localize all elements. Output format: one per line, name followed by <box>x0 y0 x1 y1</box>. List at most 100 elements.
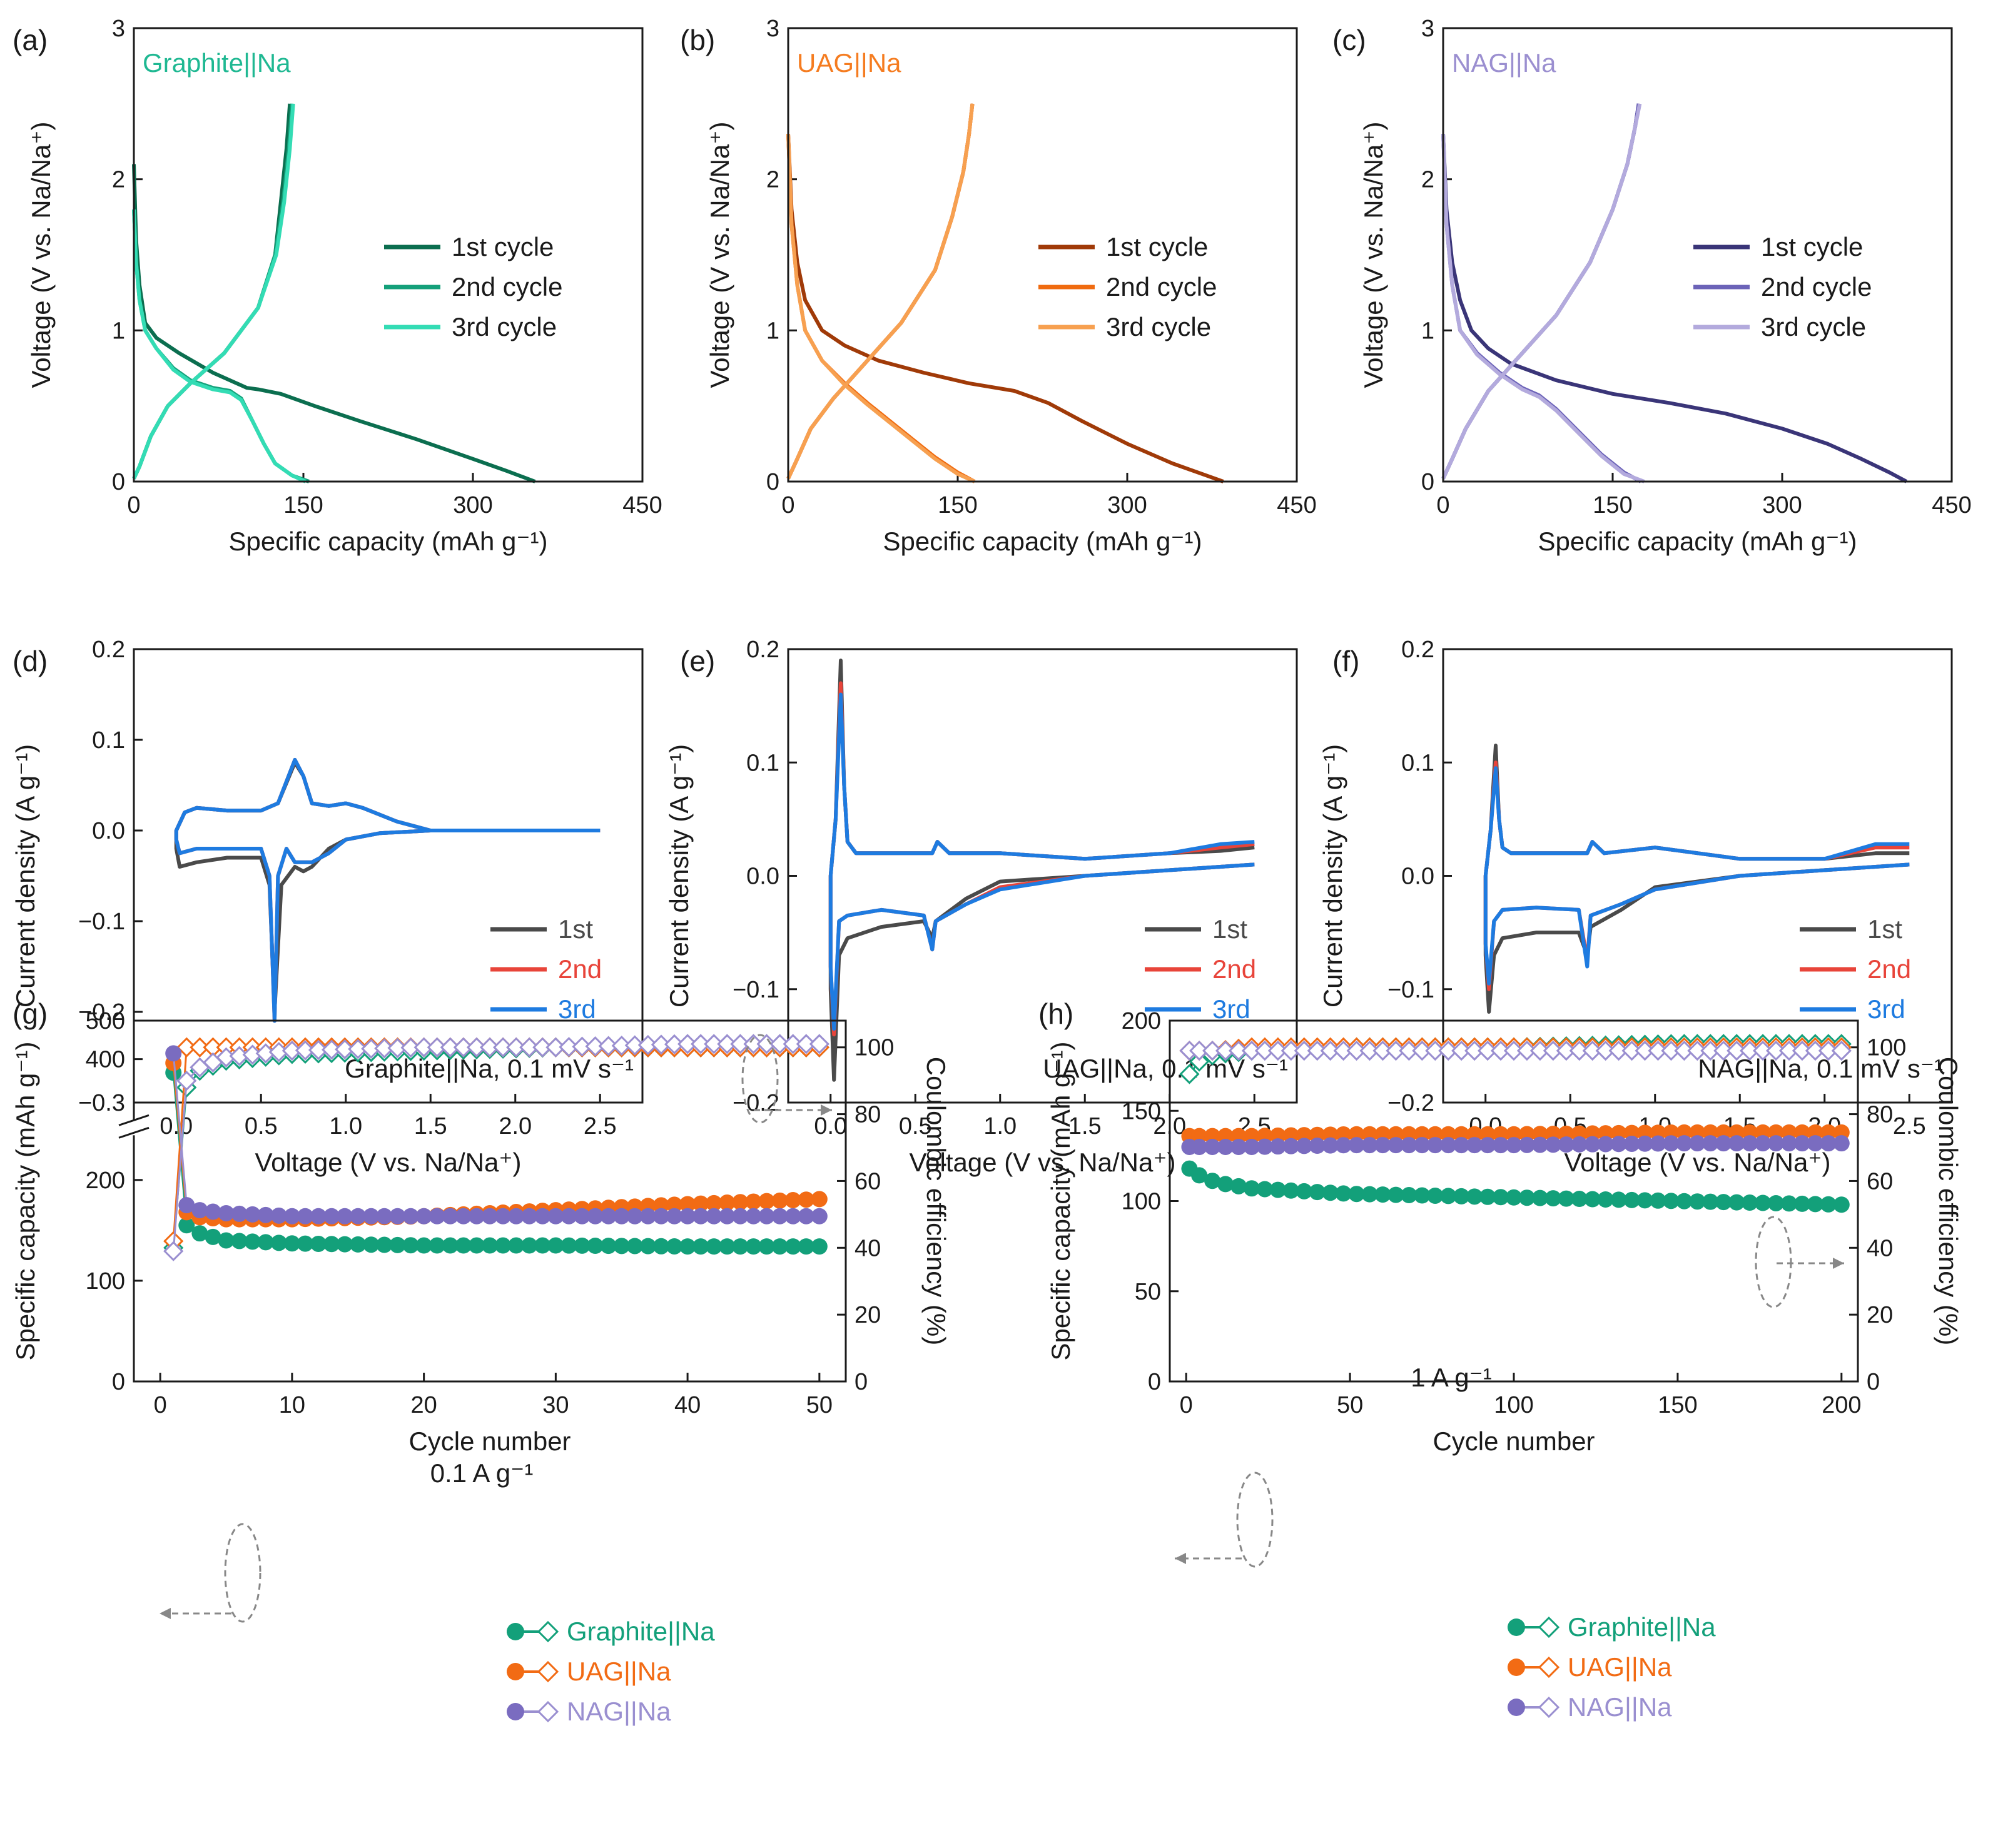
panel-g: 0 10 20 30 40 500100200400500020406080100Cycl… <box>11 997 951 1726</box>
ce-point <box>519 1037 540 1058</box>
capacity-point <box>1256 1138 1273 1155</box>
legend-label: 1st <box>1212 914 1247 944</box>
y-tick-label: 50 <box>1135 1279 1161 1305</box>
ce-point <box>492 1037 514 1058</box>
y-axis-label: Specific capacity (mAh g⁻¹) <box>11 1042 40 1361</box>
legend-label: Graphite||Na <box>567 1617 715 1646</box>
x-axis-label: Voltage (V vs. Na/Na⁺) <box>1564 1148 1830 1177</box>
ce-point <box>1529 1040 1551 1061</box>
capacity-point <box>468 1208 485 1224</box>
capacity-point <box>639 1208 656 1224</box>
ce-point <box>176 1037 197 1058</box>
ce-point <box>506 1037 527 1058</box>
y-tick-label: 0 <box>766 469 779 495</box>
capacity-point <box>310 1235 327 1252</box>
ce-point <box>1752 1040 1773 1061</box>
ce-point <box>1477 1040 1498 1061</box>
ce-point <box>1503 1040 1524 1061</box>
capacity-point <box>784 1208 801 1224</box>
y2-tick-label: 20 <box>855 1302 881 1328</box>
y-axis-label: Voltage (V vs. Na/Na⁺) <box>705 121 734 388</box>
ce-point <box>796 1034 816 1054</box>
capacity-point <box>1793 1135 1810 1152</box>
capacity-point <box>244 1206 261 1223</box>
x-tick-label: 0 <box>1180 1392 1193 1418</box>
ce-point <box>1280 1040 1301 1061</box>
ce-point <box>717 1034 738 1054</box>
capacity-point <box>350 1236 367 1253</box>
capacity-point <box>257 1206 274 1223</box>
y-tick-label: 0.0 <box>1401 864 1434 890</box>
ce-point <box>1202 1040 1223 1061</box>
guide-ellipse <box>1755 1216 1792 1308</box>
panel-title: NAG||Na <box>1452 48 1556 78</box>
capacity-point <box>732 1208 749 1224</box>
capacity-point <box>1361 1186 1378 1203</box>
legend-label: 1st cycle <box>452 232 554 261</box>
plot-frame <box>1442 648 1953 1104</box>
x-tick-label: 2.5 <box>584 1113 617 1139</box>
guide-arrowhead <box>1175 1553 1186 1564</box>
ce-point <box>1490 1040 1511 1061</box>
y-tick-label: 0.0 <box>92 818 125 844</box>
capacity-point <box>429 1208 445 1224</box>
series-line-2nd-cycle <box>132 209 310 483</box>
panel-label: (d) <box>13 645 48 677</box>
capacity-point <box>798 1191 814 1208</box>
series-line-2nd <box>1483 760 1910 991</box>
capacity-point <box>692 1208 709 1224</box>
capacity-point <box>1518 1136 1535 1153</box>
capacity-point <box>1715 1135 1732 1152</box>
ce-point <box>1189 1051 1210 1072</box>
capacity-point <box>495 1237 512 1254</box>
ce-point <box>1582 1040 1603 1061</box>
panel-title: Graphite||Na <box>143 48 291 78</box>
ce-point <box>1687 1040 1708 1061</box>
ce-point <box>1713 1040 1734 1061</box>
capacity-point <box>1204 1138 1221 1155</box>
series-line-1st <box>1483 744 1910 1014</box>
capacity-point <box>587 1238 604 1255</box>
ce-point <box>1254 1040 1275 1061</box>
x-tick-label: 450 <box>1277 492 1316 518</box>
capacity-point <box>1597 1136 1614 1153</box>
capacity-point <box>732 1238 749 1255</box>
ce-point <box>176 1071 197 1091</box>
ce-point <box>1412 1040 1433 1061</box>
capacity-point <box>600 1238 617 1255</box>
legend-label: NAG||Na <box>1568 1692 1672 1722</box>
capacity-point <box>1820 1135 1837 1152</box>
plot-frame <box>787 648 1298 1104</box>
capacity-point <box>1453 1137 1470 1154</box>
series-line-3rd <box>828 692 1255 1031</box>
ce-point <box>1438 1040 1459 1061</box>
y-tick-label: 0.0 <box>746 864 779 890</box>
y2-tick-label: 40 <box>1867 1235 1893 1261</box>
annotation: Graphite||Na, 0.1 mV s⁻¹ <box>345 1054 634 1083</box>
series-line-1st-cycle <box>132 164 536 483</box>
series-line-3rd-cycle <box>1441 103 1642 480</box>
y-tick-label: 0 <box>1421 469 1434 495</box>
ce-point <box>691 1034 711 1054</box>
capacity-point <box>1191 1138 1208 1155</box>
plot-frame <box>133 1019 847 1383</box>
ce-point <box>1516 1040 1538 1061</box>
x-tick-label: 300 <box>1762 492 1802 518</box>
capacity-point <box>1361 1137 1378 1154</box>
plot-frame <box>1169 1019 1859 1383</box>
capacity-point <box>560 1237 577 1254</box>
capacity-point <box>495 1208 512 1224</box>
panel-label: (f) <box>1332 645 1359 677</box>
ce-point <box>1765 1040 1787 1061</box>
axis-break-mark <box>118 1114 150 1126</box>
ce-point <box>190 1037 210 1058</box>
capacity-point <box>706 1208 723 1224</box>
y-tick-label: 0.2 <box>92 637 125 663</box>
ce-point <box>1241 1040 1262 1061</box>
legend-label: 2nd cycle <box>1106 272 1217 301</box>
y-tick-label: 1 <box>112 318 125 344</box>
capacity-point <box>560 1208 577 1224</box>
capacity-point <box>191 1202 208 1219</box>
series-line-3rd-cycle <box>1441 134 1645 483</box>
capacity-point <box>1768 1135 1785 1152</box>
